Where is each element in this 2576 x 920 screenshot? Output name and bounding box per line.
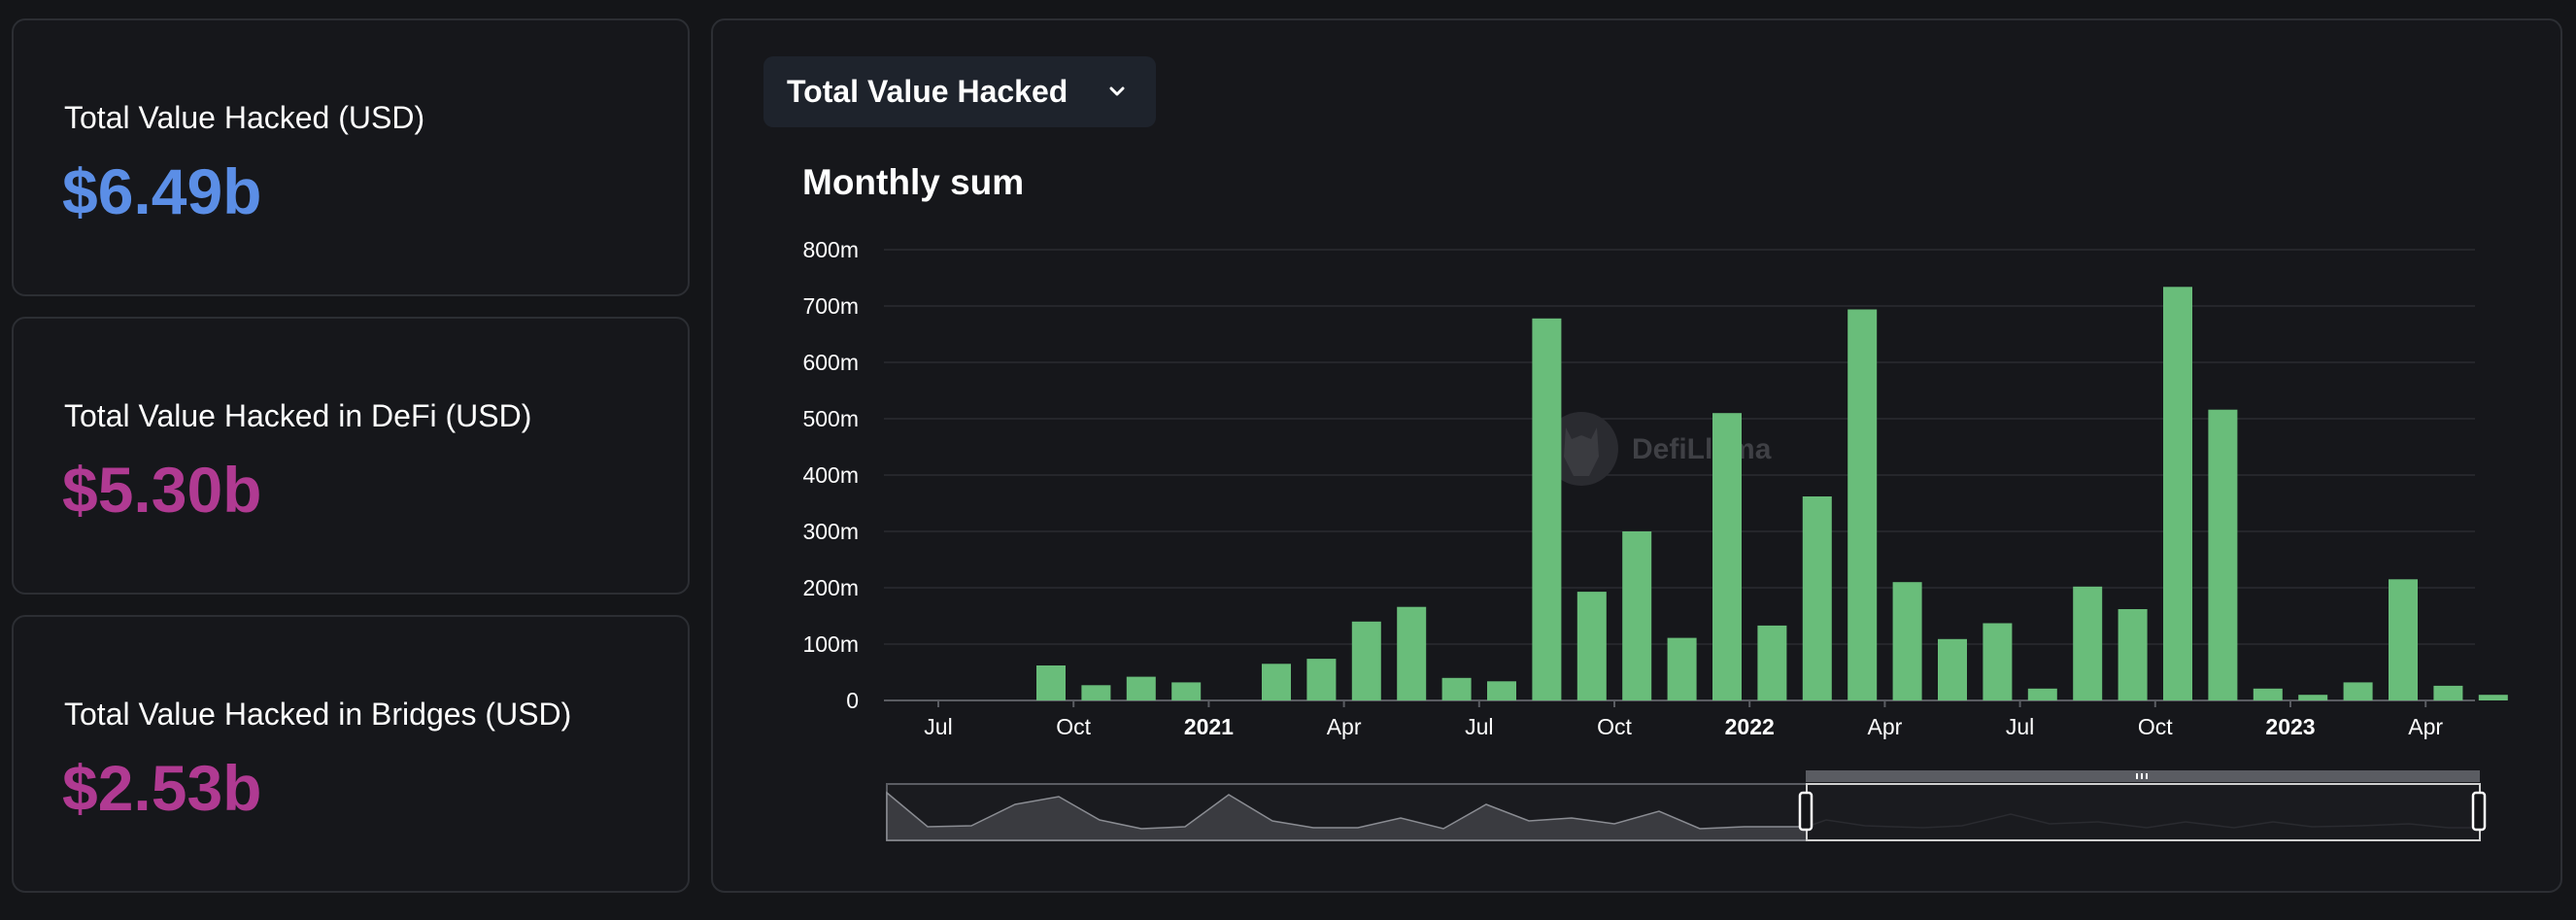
stat-value: $6.49b [62, 155, 262, 227]
watermark-text: DefiLlama [1632, 433, 1772, 465]
x-tick-label: Oct [2138, 714, 2173, 739]
bar[interactable] [2118, 609, 2148, 700]
bar[interactable] [1576, 592, 1607, 700]
x-tick-label: Oct [1056, 714, 1091, 739]
bar[interactable] [2478, 695, 2508, 700]
bar[interactable] [2433, 685, 2463, 700]
chart-title: Monthly sum [802, 162, 1025, 202]
bar[interactable] [2298, 695, 2328, 700]
bar[interactable] [1983, 623, 2013, 701]
y-tick-label: 700m [802, 293, 859, 319]
stat-card-bridges: Total Value Hacked in Bridges (USD) $2.5… [12, 615, 690, 893]
bar[interactable] [1802, 496, 1832, 700]
bar[interactable] [1712, 413, 1742, 700]
x-tick-label: Apr [1327, 714, 1362, 739]
bar[interactable] [1892, 582, 1922, 700]
bar[interactable] [2343, 682, 2373, 700]
stat-card-total: Total Value Hacked (USD) $6.49b [12, 18, 690, 296]
x-tick-label: 2022 [1725, 714, 1775, 739]
bar[interactable] [1306, 659, 1337, 700]
x-tick-label: 2023 [2265, 714, 2315, 739]
bar[interactable] [1622, 531, 1652, 700]
bar[interactable] [2163, 287, 2192, 700]
stat-label: Total Value Hacked in DeFi (USD) [64, 398, 532, 433]
stat-label: Total Value Hacked (USD) [64, 100, 425, 135]
x-tick-label: Oct [1597, 714, 1632, 739]
x-tick-label: Jul [2006, 714, 2034, 739]
bar[interactable] [2027, 688, 2057, 700]
metric-dropdown-label: Total Value Hacked [787, 74, 1068, 109]
bar[interactable] [1351, 621, 1381, 700]
stat-value: $5.30b [62, 454, 262, 526]
bar[interactable] [2389, 579, 2418, 700]
bar[interactable] [1397, 606, 1427, 700]
x-tick-label: Apr [2408, 714, 2443, 739]
bar[interactable] [1036, 665, 1066, 700]
metric-dropdown[interactable]: Total Value Hacked [763, 56, 1156, 127]
bar[interactable] [2208, 409, 2238, 700]
chart-panel: Total Value Hacked Monthly sum [711, 18, 2562, 893]
slider-overview-right [1806, 813, 2480, 829]
bar[interactable] [1667, 637, 1697, 700]
bar[interactable] [2073, 586, 2103, 700]
slider-overview-left [886, 791, 1808, 841]
stat-card-defi: Total Value Hacked in DeFi (USD) $5.30b [12, 317, 690, 595]
bar[interactable] [2253, 688, 2283, 700]
x-tick-label: Jul [1465, 714, 1493, 739]
slider-grip-icon [2136, 773, 2138, 779]
y-tick-label: 500m [802, 406, 859, 431]
bar[interactable] [1532, 318, 1562, 700]
y-tick-label: 800m [802, 237, 859, 262]
x-tick-label: Apr [1868, 714, 1903, 739]
bar[interactable] [1757, 625, 1787, 700]
bar[interactable] [1081, 685, 1111, 700]
chevron-down-icon [1107, 82, 1127, 106]
slider-handle-left[interactable] [1798, 791, 1813, 832]
y-tick-label: 100m [802, 631, 859, 657]
bar[interactable] [1441, 677, 1472, 700]
slider-grip-icon [2146, 773, 2148, 779]
bar[interactable] [1847, 309, 1878, 701]
stat-value: $2.53b [62, 752, 262, 824]
range-slider[interactable] [886, 770, 2487, 841]
y-tick-label: 200m [802, 575, 859, 600]
y-tick-label: 300m [802, 519, 859, 544]
stat-label: Total Value Hacked in Bridges (USD) [64, 697, 572, 732]
x-tick-label: 2021 [1184, 714, 1234, 739]
y-tick-label: 600m [802, 350, 859, 375]
watermark: DefiLlama [1544, 412, 1772, 486]
x-tick-label: Jul [924, 714, 952, 739]
bar[interactable] [1126, 676, 1156, 700]
slider-grip-icon [2141, 773, 2143, 779]
bar[interactable] [1262, 664, 1291, 700]
y-tick-label: 0 [846, 688, 859, 713]
y-tick-label: 400m [802, 462, 859, 488]
slider-handle-right[interactable] [2471, 791, 2487, 832]
bar[interactable] [1938, 638, 1967, 700]
bar[interactable] [1171, 682, 1202, 700]
bar[interactable] [1487, 681, 1516, 700]
